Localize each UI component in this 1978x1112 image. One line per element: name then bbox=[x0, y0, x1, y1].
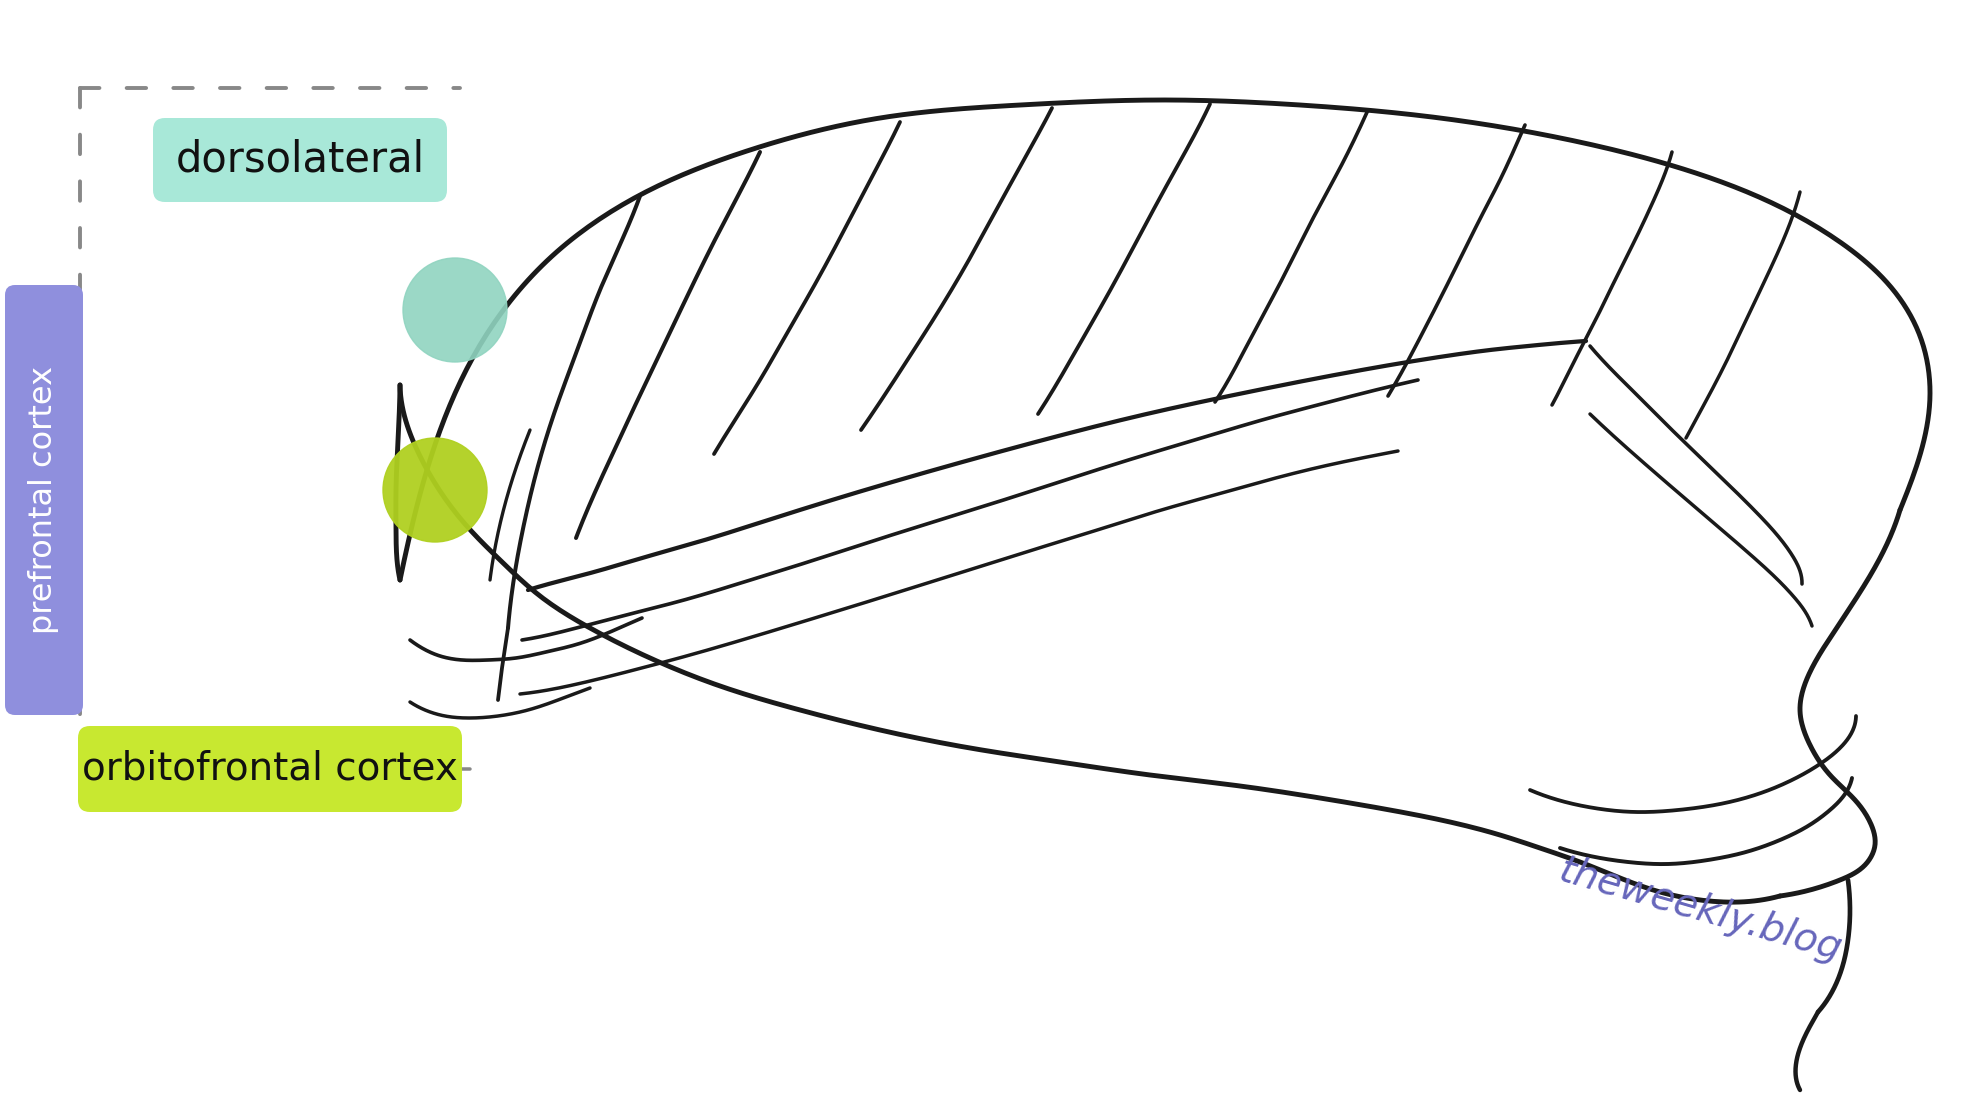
Text: prefrontal cortex: prefrontal cortex bbox=[28, 366, 59, 634]
Text: dorsolateral: dorsolateral bbox=[176, 139, 425, 181]
Circle shape bbox=[404, 258, 506, 363]
FancyBboxPatch shape bbox=[77, 726, 463, 812]
Circle shape bbox=[384, 438, 487, 542]
Text: orbitofrontal cortex: orbitofrontal cortex bbox=[81, 749, 459, 788]
FancyBboxPatch shape bbox=[152, 118, 447, 202]
Text: theweekly.blog: theweekly.blog bbox=[1555, 852, 1845, 969]
FancyBboxPatch shape bbox=[6, 285, 83, 715]
